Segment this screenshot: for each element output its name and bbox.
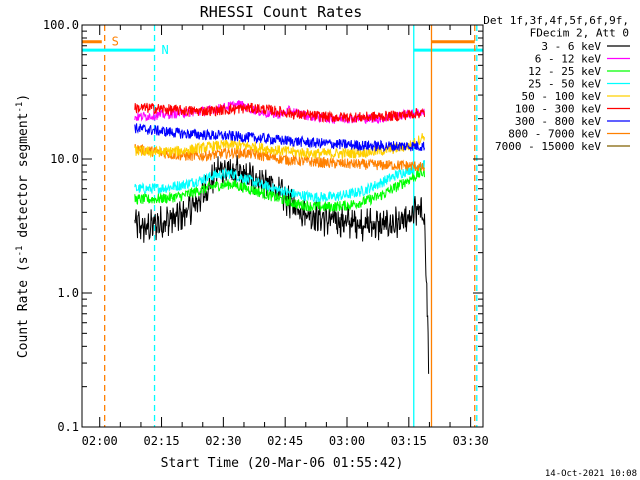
legend-label: 50 - 100 keV [522,90,602,103]
y-label-superscript: -1 [15,102,25,113]
y-label-text: Count Rate (s [16,256,31,358]
y-tick-label: 0.1 [57,420,79,434]
legend-label: 12 - 25 keV [528,65,601,78]
series-line [134,155,430,374]
legend-label: 3 - 6 keV [541,40,601,53]
legend-label: 6 - 12 keV [535,53,602,66]
y-axis-ticks: 0.1 1.0 10.0 100.0 [43,18,483,434]
y-tick-label: 1.0 [57,286,79,300]
footer-date: 14-Oct-2021 10:08 [545,469,637,479]
x-tick-label: 03:15 [391,434,427,448]
x-tick-label: 03:00 [329,434,365,448]
marker-label: S [112,35,119,49]
x-axis-label: Start Time (20-Mar-06 01:55:42) [161,456,404,471]
legend-label: 7000 - 15000 keV [495,140,601,153]
marker-label: N [162,43,169,57]
series-lines [134,100,430,374]
plot-frame [81,24,484,428]
y-tick-label: 100.0 [43,18,79,32]
x-tick-label: 02:45 [267,434,303,448]
legend-header: Det 1f,3f,4f,5f,6f,9f, [483,14,629,27]
x-axis-ticks: 02:00 02:15 02:30 02:45 03:00 03:15 03:30 [82,25,489,448]
y-tick-label: 10.0 [50,152,79,166]
x-tick-label: 02:00 [82,434,118,448]
legend: Det 1f,3f,4f,5f,6f,9f,FDecim 2, Att 03 -… [483,14,630,153]
legend-label: 800 - 7000 keV [508,128,601,141]
legend-label: 300 - 800 keV [515,115,601,128]
y-axis-label: Count Rate (s-1 detector segment-1) [15,94,31,358]
legend-label: 25 - 50 keV [528,78,601,91]
x-tick-label: 02:15 [143,434,179,448]
series-line [134,102,425,123]
instrument-state-markers: SN [82,25,483,427]
chart-title: RHESSI Count Rates [200,3,363,21]
series-line [134,160,425,204]
legend-label: 100 - 300 keV [515,103,601,116]
y-label-text: ) [16,94,31,102]
x-tick-label: 02:30 [205,434,241,448]
series-line [134,123,425,153]
legend-header: FDecim 2, Att 0 [530,27,629,40]
y-label-text: detector segment [16,113,31,246]
x-tick-label: 03:30 [453,434,489,448]
y-label-superscript: -1 [15,246,25,257]
series-line [134,167,425,212]
